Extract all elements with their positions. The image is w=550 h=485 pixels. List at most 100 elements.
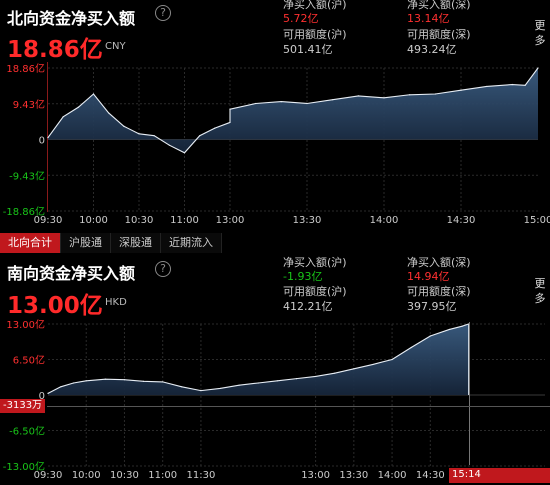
north-sh-quota-value: 501.41亿	[283, 43, 333, 56]
tab-bar: 北向合计 沪股通 深股通 近期流入	[0, 233, 222, 253]
south-title: 南向资金净买入额	[7, 264, 136, 283]
x-tick-label: 09:30	[34, 470, 63, 481]
north-unit: CNY	[105, 41, 126, 52]
south-sz-quota-label: 可用额度(深)	[407, 285, 471, 298]
north-sz-quota-label: 可用额度(深)	[407, 28, 471, 41]
tab-shenzhen-connect[interactable]: 深股通	[111, 233, 161, 253]
data-point	[85, 380, 87, 382]
south-sz-quota-value: 397.95亿	[407, 300, 457, 313]
north-sz-value: 13.14亿	[407, 12, 450, 25]
south-cursor-time: 15:14	[449, 468, 550, 483]
north-title: 北向资金净买入额	[7, 9, 136, 28]
data-point	[391, 358, 393, 361]
x-tick-label: 09:30	[34, 215, 63, 226]
data-point	[238, 384, 240, 386]
tab-shanghai-connect[interactable]: 沪股通	[61, 233, 111, 253]
data-point	[153, 135, 155, 137]
south-sh-label: 净买入额(沪)	[283, 256, 347, 269]
x-tick-label: 10:30	[110, 470, 139, 481]
south-sz-label: 净买入额(深)	[407, 256, 471, 269]
south-net-value: 13.00亿	[7, 293, 103, 319]
x-tick-label: 11:00	[148, 470, 177, 481]
south-unit: HKD	[105, 297, 127, 308]
data-point	[219, 387, 221, 390]
x-tick-label: 10:00	[72, 470, 101, 481]
y-tick-label: 0	[39, 136, 45, 147]
north-y-axis-line	[47, 62, 48, 212]
y-tick-label: -6.50亿	[9, 425, 45, 438]
data-point	[537, 67, 539, 69]
x-tick-label: 13:30	[293, 215, 322, 226]
data-point	[257, 382, 259, 384]
data-point	[295, 378, 298, 380]
data-point	[123, 379, 126, 381]
south-help-icon[interactable]: ?	[155, 261, 171, 277]
data-point	[353, 368, 355, 370]
y-tick-label: -13.00亿	[3, 460, 45, 473]
south-more-button[interactable]: 更多	[534, 277, 546, 305]
x-tick-label: 14:00	[370, 215, 399, 226]
north-net-value: 18.86亿	[7, 37, 103, 63]
data-point	[72, 382, 75, 384]
data-point	[142, 380, 145, 382]
data-point	[524, 84, 526, 86]
south-sh-quota-label: 可用额度(沪)	[283, 285, 347, 298]
x-tick-label: 13:00	[301, 470, 330, 481]
data-point	[229, 108, 231, 110]
north-sz-quota-value: 493.24亿	[407, 43, 457, 56]
data-point	[410, 346, 412, 349]
tab-recent-inflow[interactable]: 近期流入	[161, 233, 222, 253]
data-point	[108, 112, 110, 114]
x-tick-label: 15:00	[524, 215, 550, 226]
x-tick-label: 14:00	[378, 470, 407, 481]
x-tick-label: 10:30	[125, 215, 154, 226]
south-crosshair-vertical	[469, 322, 470, 465]
data-point	[123, 125, 125, 127]
data-point	[47, 392, 49, 394]
y-tick-label: 0	[39, 391, 45, 402]
data-point	[77, 106, 79, 108]
tab-north-total[interactable]: 北向合计	[0, 233, 61, 253]
south-sz-value: 14.94亿	[407, 270, 450, 283]
data-point	[104, 378, 106, 380]
data-point	[357, 95, 359, 97]
north-sh-quota-label: 可用额度(沪)	[283, 28, 347, 41]
data-point	[372, 363, 374, 366]
x-tick-label: 11:30	[187, 470, 216, 481]
data-point	[168, 144, 170, 146]
data-point	[280, 100, 282, 103]
data-point	[229, 121, 231, 124]
data-point	[183, 152, 186, 154]
data-point	[214, 127, 216, 129]
north-help-icon[interactable]: ?	[155, 5, 171, 21]
data-point	[276, 380, 278, 382]
data-point	[255, 102, 257, 105]
data-point	[62, 116, 64, 118]
data-point	[162, 381, 164, 383]
south-cursor-value: -3133万	[0, 399, 46, 413]
data-point	[460, 89, 462, 91]
data-point	[200, 390, 202, 392]
data-point	[60, 386, 62, 388]
data-point	[434, 93, 436, 95]
y-tick-label: -18.86亿	[3, 205, 45, 218]
north-sh-value: 5.72亿	[283, 12, 319, 25]
x-tick-label: 14:30	[447, 215, 476, 226]
data-point	[332, 99, 334, 101]
area-fill	[48, 324, 469, 395]
x-tick-label: 14:30	[416, 470, 445, 481]
y-tick-label: 6.50亿	[13, 354, 45, 367]
south-sh-value: -1.93亿	[283, 270, 323, 283]
y-tick-label: 9.43亿	[13, 98, 45, 111]
north-more-button[interactable]: 更多	[534, 19, 546, 47]
data-point	[47, 137, 49, 139]
data-point	[138, 133, 140, 135]
area-fill	[48, 68, 538, 153]
data-point	[92, 93, 95, 95]
data-point	[181, 386, 183, 388]
data-point	[315, 375, 317, 378]
data-point	[409, 94, 411, 96]
y-tick-label: 13.00亿	[6, 318, 45, 331]
